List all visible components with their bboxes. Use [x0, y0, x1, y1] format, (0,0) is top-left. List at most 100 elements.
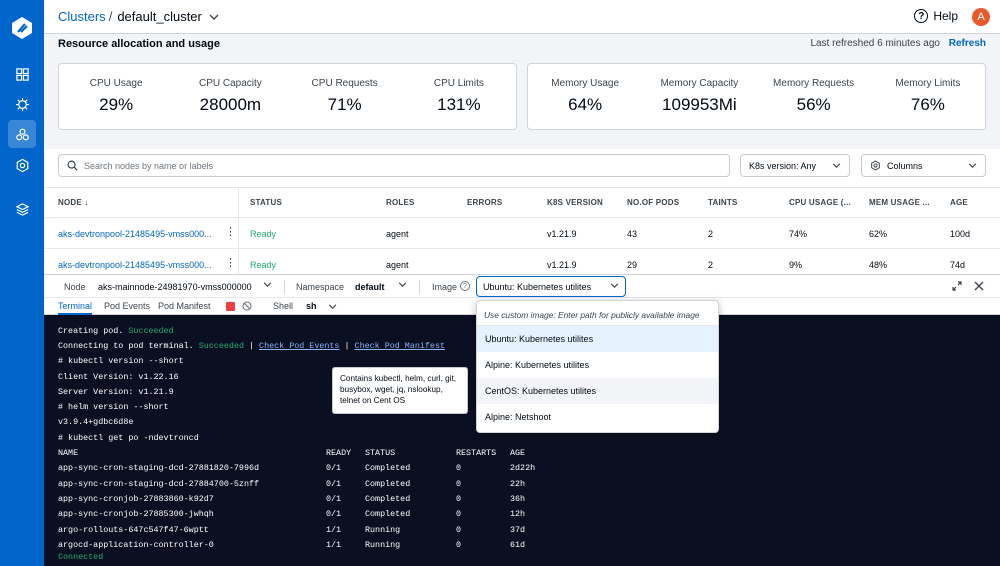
sidebar-item-resource-browser[interactable] [8, 120, 36, 148]
metric-value: 131% [437, 95, 481, 114]
metric-label: Memory Requests [773, 78, 855, 89]
chevron-down-icon[interactable] [263, 282, 272, 287]
chevron-down-icon[interactable] [328, 304, 337, 309]
pod-name: app-sync-cron-staging-dcd-27884700-5znff [58, 479, 260, 489]
pod-col-name: NAME [58, 448, 79, 458]
pod-age: 12h [510, 509, 526, 519]
node-name-link[interactable]: aks-devtronpool-21485495-vmss000... [58, 260, 212, 270]
pod-ready: 1/1 [326, 540, 342, 550]
help-icon[interactable]: ? [460, 281, 470, 291]
sidebar-item-settings[interactable] [8, 151, 36, 179]
pods-cell: 43 [627, 229, 638, 239]
tab-terminal[interactable]: Terminal [58, 301, 93, 315]
column-header-cpu-usage[interactable]: CPU USAGE (... [789, 198, 851, 207]
metric-label: CPU Limits [433, 78, 484, 89]
terminal-line: Creating pod. Succeeded [58, 326, 174, 336]
avatar[interactable]: A [972, 8, 990, 26]
sidebar-item-jobs[interactable] [8, 90, 36, 118]
metric-label: Memory Capacity [660, 78, 739, 89]
roles-cell: agent [386, 260, 409, 270]
columns-select[interactable]: Columns [861, 154, 986, 177]
search-input[interactable]: Search nodes by name or labels [58, 154, 730, 177]
image-select[interactable]: Ubuntu: Kubernetes utilites [476, 276, 626, 297]
memory-usage-metric: Memory Usage 64% [528, 64, 642, 129]
check-pod-manifest-link[interactable]: Check Pod Manifest [354, 341, 446, 351]
node-select[interactable]: aks-mainnode-24981970-vmss000000 [98, 282, 252, 292]
namespace-select[interactable]: default [355, 282, 385, 292]
terminal-line: # helm version --short [58, 402, 169, 412]
tab-pod-manifest[interactable]: Pod Manifest [158, 301, 211, 311]
breadcrumb-current-cluster[interactable]: default_cluster [117, 9, 202, 24]
pod-col-age: AGE [510, 448, 526, 458]
age-cell: 74d [950, 260, 966, 270]
chevron-down-icon[interactable] [209, 14, 219, 20]
help-button[interactable]: ? Help [914, 9, 958, 23]
chevron-down-icon[interactable] [398, 282, 407, 287]
breadcrumb-separator: / [108, 9, 113, 24]
cpu-capacity-metric: CPU Capacity 28000m [173, 64, 287, 129]
metric-value: 29% [99, 95, 134, 114]
image-option-alpine-netshoot[interactable]: Alpine: Netshoot [485, 412, 552, 422]
image-option-ubuntu[interactable]: Ubuntu: Kubernetes utilites [477, 326, 718, 352]
fullscreen-icon[interactable] [952, 281, 962, 291]
sidebar-item-apps[interactable] [8, 60, 36, 88]
clear-icon[interactable] [242, 301, 252, 311]
column-header-age[interactable]: AGE [950, 198, 968, 207]
image-option-alpine[interactable]: Alpine: Kubernetes utilites [485, 360, 590, 370]
table-row[interactable]: aks-devtronpool-21485495-vmss000... ⋮ Re… [44, 249, 1000, 280]
pod-ready: 0/1 [326, 509, 342, 519]
more-options-icon[interactable]: ⋮ [225, 257, 236, 269]
column-header-taints[interactable]: TAINTS [708, 198, 738, 207]
memory-requests-metric: Memory Requests 56% [757, 64, 871, 129]
column-header-errors[interactable]: ERRORS [467, 198, 503, 207]
breadcrumb-clusters-link[interactable]: Clusters [58, 9, 106, 24]
metric-value: 28000m [199, 95, 262, 114]
refresh-info: Last refreshed 6 minutes ago Refresh [810, 38, 986, 49]
nodes-table-section: Search nodes by name or labels K8s versi… [44, 149, 1000, 274]
terminal-text: Connecting to pod terminal. [58, 341, 199, 351]
cpu-card: CPU Usage 29% CPU Capacity 28000m CPU Requ… [58, 63, 517, 130]
column-header-pods[interactable]: NO.OF PODS [627, 198, 680, 207]
check-pod-events-link[interactable]: Check Pod Events [259, 341, 340, 351]
sidebar-item-stack-manager[interactable] [8, 195, 36, 223]
status-succeeded: Succeeded [128, 326, 174, 336]
column-header-node[interactable]: NODE ↓ [58, 198, 89, 207]
refresh-button[interactable]: Refresh [948, 38, 986, 49]
shell-select[interactable]: sh [306, 301, 317, 311]
pod-restarts: 0 [456, 540, 462, 550]
column-header-k8s-version[interactable]: K8S VERSION [547, 198, 603, 207]
image-option-centos[interactable]: CentOS: Kubernetes utilites [477, 378, 718, 404]
k8s-version-cell: v1.21.9 [547, 260, 577, 270]
pod-name: app-sync-cron-staging-dcd-27881820-7996d [58, 463, 260, 473]
breadcrumb: Clusters / default_cluster [58, 9, 219, 24]
pod-status: Completed [365, 509, 411, 519]
custom-image-option[interactable]: Use custom image: Enter path for publicl… [477, 301, 718, 326]
terminal-control-bar: Node aks-mainnode-24981970-vmss000000 Na… [44, 274, 1000, 298]
cluster-overview: Resource allocation and usage Last refre… [44, 34, 1000, 274]
mem-usage-cell: 48% [869, 260, 888, 270]
bug-icon [15, 97, 29, 111]
devtron-logo-icon[interactable] [10, 16, 34, 40]
pod-status: Completed [365, 479, 411, 489]
tab-pod-events[interactable]: Pod Events [104, 301, 151, 311]
node-name-link[interactable]: aks-devtronpool-21485495-vmss000... [58, 229, 212, 239]
terminal-line: Server Version: v1.21.9 [58, 387, 174, 397]
more-options-icon[interactable]: ⋮ [225, 226, 236, 238]
column-header-roles[interactable]: ROLES [386, 198, 415, 207]
stop-icon[interactable] [226, 302, 235, 311]
table-row[interactable]: aks-devtronpool-21485495-vmss000... ⋮ Re… [44, 218, 1000, 249]
pod-status: Completed [365, 463, 411, 473]
column-header-mem-usage[interactable]: MEM USAGE ... [869, 198, 930, 207]
terminal-output[interactable]: Creating pod. Succeeded Connecting to po… [44, 315, 1000, 566]
pod-status: Completed [365, 494, 411, 504]
taints-cell: 2 [708, 229, 714, 239]
age-cell: 100d [950, 229, 971, 239]
column-header-label: NODE [58, 198, 82, 207]
k8s-version-value: K8s version: Any [749, 160, 817, 171]
column-header-status[interactable]: STATUS [250, 198, 283, 207]
k8s-version-select[interactable]: K8s version: Any [740, 154, 850, 177]
terminal-line: Connecting to pod terminal. Succeeded | … [58, 341, 445, 351]
metric-label: CPU Capacity [198, 78, 262, 89]
close-icon[interactable] [974, 281, 984, 291]
layers-icon [15, 202, 29, 216]
